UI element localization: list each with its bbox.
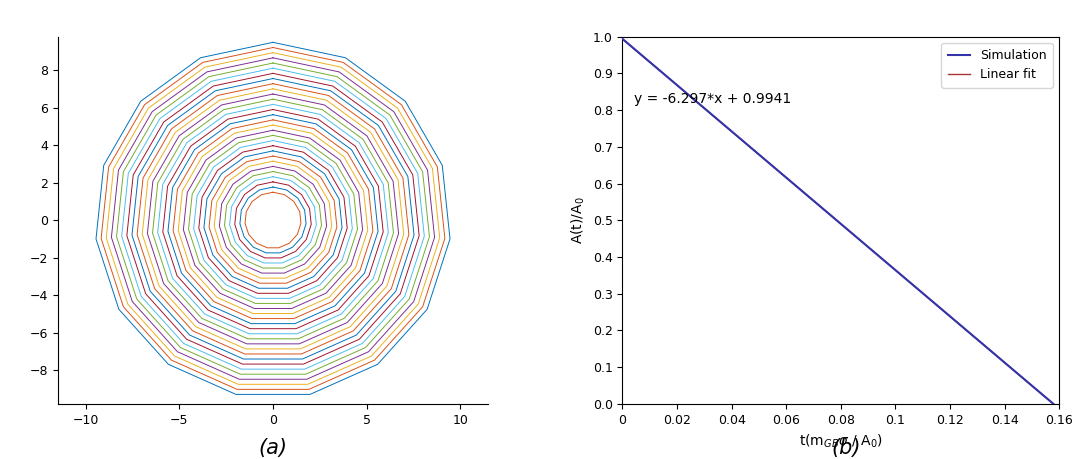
- Line: Simulation: Simulation: [622, 39, 1054, 404]
- Linear fit: [823, 212, 836, 217]
- Linear fit: [873, 253, 886, 259]
- Linear fit: [820, 209, 833, 215]
- Simulation: [1047, 401, 1060, 407]
- Text: (b): (b): [831, 438, 862, 459]
- Simulation: [1036, 392, 1049, 398]
- Simulation: [616, 36, 629, 42]
- Text: y = -6.297*x + 0.9941: y = -6.297*x + 0.9941: [633, 92, 791, 106]
- X-axis label: t(m$_{GB}$$\sigma$ / A$_0$): t(m$_{GB}$$\sigma$ / A$_0$): [799, 432, 882, 450]
- Simulation: [850, 234, 863, 239]
- Simulation: [823, 212, 836, 217]
- Line: Linear fit: Linear fit: [622, 39, 1054, 404]
- Simulation: [969, 336, 982, 341]
- Linear fit: [969, 336, 982, 341]
- Simulation: [873, 253, 886, 259]
- Linear fit: [1047, 401, 1060, 407]
- Y-axis label: A(t)/A$_0$: A(t)/A$_0$: [570, 196, 587, 244]
- Simulation: [820, 209, 833, 215]
- Legend: Simulation, Linear fit: Simulation, Linear fit: [941, 43, 1053, 88]
- Linear fit: [616, 36, 629, 42]
- Text: (a): (a): [259, 438, 287, 459]
- Linear fit: [850, 234, 863, 239]
- Linear fit: [1036, 392, 1049, 398]
